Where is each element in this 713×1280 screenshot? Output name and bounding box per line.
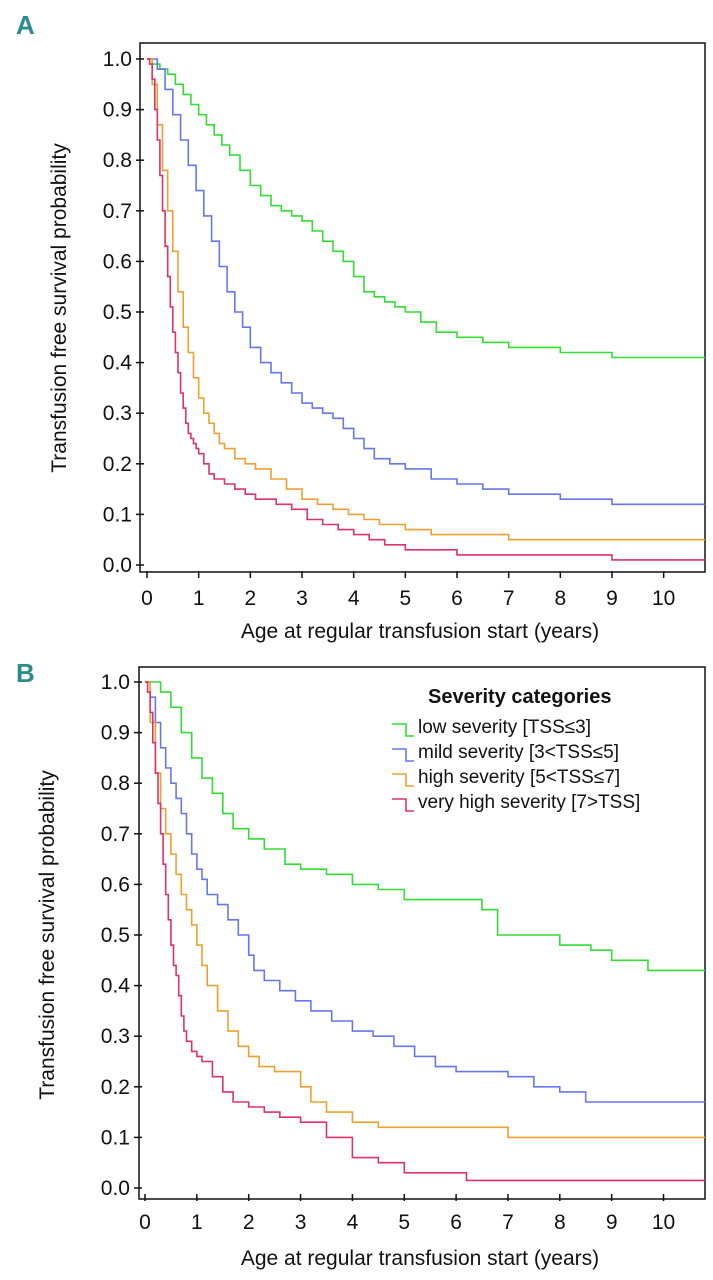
panel-b-y-tick-label: 0.3	[101, 1025, 130, 1048]
panel-b-y-ticks: 0.0 0.1 0.2 0.3 0.4 0.5 0.6 0.7 0.8 0.9 1.0	[101, 671, 142, 1200]
panel-b-y-tick-label: 1.0	[101, 671, 130, 694]
panel-b-series-line-4	[145, 681, 705, 1182]
panel-b-x-tick-label: 1	[191, 1211, 203, 1234]
panel-b-x-ticks: 0 1 2 3 4 5 6 7 8 9 10	[139, 1194, 675, 1234]
panel-b-y-tick-label: 0.0	[101, 1177, 130, 1200]
panel-b-y-tick-label: 0.1	[101, 1126, 130, 1149]
panel-a-series	[147, 58, 705, 561]
panel-a-x-tick-label: 5	[399, 587, 411, 610]
panel-b-legend: Severity categories low severity [TSS≤3]…	[392, 686, 640, 813]
panel-a-series-line-3	[147, 58, 705, 541]
panel-b-x-tick-label: 2	[243, 1211, 255, 1234]
panel-a-x-tick-label: 0	[141, 587, 153, 610]
panel-b-x-tick-label: 9	[606, 1211, 618, 1234]
panel-a-x-tick-label: 7	[503, 587, 515, 610]
panel-a-x-tick-label: 10	[652, 587, 675, 610]
panel-b-y-tick-label: 0.8	[101, 772, 130, 795]
panel-a-x-tick-label: 1	[193, 587, 205, 610]
panel-a-y-axis-label: Transfusion free survival probability	[48, 143, 71, 473]
panel-a-y-tick-label: 0.5	[103, 301, 132, 324]
panel-a-x-tick-label: 2	[244, 587, 256, 610]
panel-a-plot-frame	[139, 42, 706, 573]
panel-b-series-line-1	[145, 681, 705, 972]
panel-b-x-tick-label: 4	[347, 1211, 359, 1234]
panel-a-x-tick-label: 6	[451, 587, 463, 610]
panel-b-letter: B	[16, 658, 35, 688]
panel-a-y-tick-label: 0.0	[103, 554, 132, 577]
legend-label: low severity [TSS≤3]	[418, 717, 591, 738]
panel-a-y-tick-label: 0.3	[103, 402, 132, 425]
panel-b-x-axis-label: Age at regular transfusion start (years)	[241, 1247, 599, 1270]
panel-a-x-axis-label: Age at regular transfusion start (years)	[241, 620, 599, 643]
panel-b-x-tick-label: 10	[652, 1211, 675, 1234]
panel-a-y-tick-label: 0.6	[103, 250, 132, 273]
panel-b: B Transfusion free survival probability …	[16, 658, 706, 1270]
panel-b-x-tick-label: 7	[502, 1211, 514, 1234]
panel-b-legend-title: Severity categories	[428, 686, 611, 708]
panel-a-y-tick-label: 0.9	[103, 99, 132, 122]
panel-b-y-tick-label: 0.7	[101, 823, 130, 846]
panel-b-y-tick-label: 0.4	[101, 975, 131, 998]
panel-b-x-tick-label: 0	[139, 1211, 151, 1234]
legend-swatch	[392, 798, 414, 812]
panel-a-y-tick-label: 0.4	[103, 352, 133, 375]
panel-a-y-tick-label: 0.8	[103, 149, 132, 172]
legend-label: very high severity [7>TSS]	[418, 792, 640, 813]
panel-b-x-tick-label: 8	[554, 1211, 566, 1234]
panel-a-x-tick-label: 4	[348, 587, 360, 610]
panel-a-x-tick-label: 3	[296, 587, 308, 610]
panel-a-x-tick-label: 8	[554, 587, 566, 610]
legend-swatch	[392, 773, 414, 787]
panel-a-letter: A	[16, 10, 35, 40]
panel-a-series-line-4	[147, 58, 705, 561]
panel-b-series-line-3	[145, 681, 705, 1139]
panel-b-y-tick-label: 0.6	[101, 873, 130, 896]
panel-a-y-tick-label: 1.0	[103, 48, 132, 71]
panel-a-x-tick-label: 9	[606, 587, 618, 610]
panel-a-x-ticks: 0 1 2 3 4 5 6 7 8 9 10	[141, 571, 675, 610]
panel-b-legend-items: low severity [TSS≤3] mild severity [3<TSS…	[392, 717, 640, 813]
legend-swatch	[392, 748, 414, 762]
panel-b-x-tick-label: 5	[398, 1211, 410, 1234]
legend-label: mild severity [3<TSS≤5]	[418, 742, 619, 763]
panel-a-series-line-1	[147, 58, 705, 359]
panel-b-plot-frame	[138, 666, 706, 1200]
panel-b-x-tick-label: 6	[450, 1211, 462, 1234]
panel-b-series-line-2	[145, 681, 705, 1103]
panel-b-series	[145, 681, 705, 1182]
panel-b-x-tick-label: 3	[295, 1211, 307, 1234]
panel-a-series-line-2	[147, 58, 705, 506]
legend-label: high severity [5<TSS≤7]	[418, 767, 620, 788]
panel-a: A Transfusion free survival probability …	[16, 10, 706, 643]
legend-swatch	[392, 723, 414, 737]
panel-b-y-tick-label: 0.9	[101, 722, 130, 745]
panel-a-y-tick-label: 0.2	[103, 453, 132, 476]
panel-a-y-tick-label: 0.7	[103, 200, 132, 223]
panel-a-y-tick-label: 0.1	[103, 503, 132, 526]
panel-b-y-tick-label: 0.5	[101, 924, 130, 947]
panel-b-y-axis-label: Transfusion free survival probability	[36, 770, 59, 1100]
panel-b-y-tick-label: 0.2	[101, 1076, 130, 1099]
panel-a-y-ticks: 0.0 0.1 0.2 0.3 0.4 0.5 0.6 0.7 0.8 0.9 1.0	[103, 48, 144, 577]
